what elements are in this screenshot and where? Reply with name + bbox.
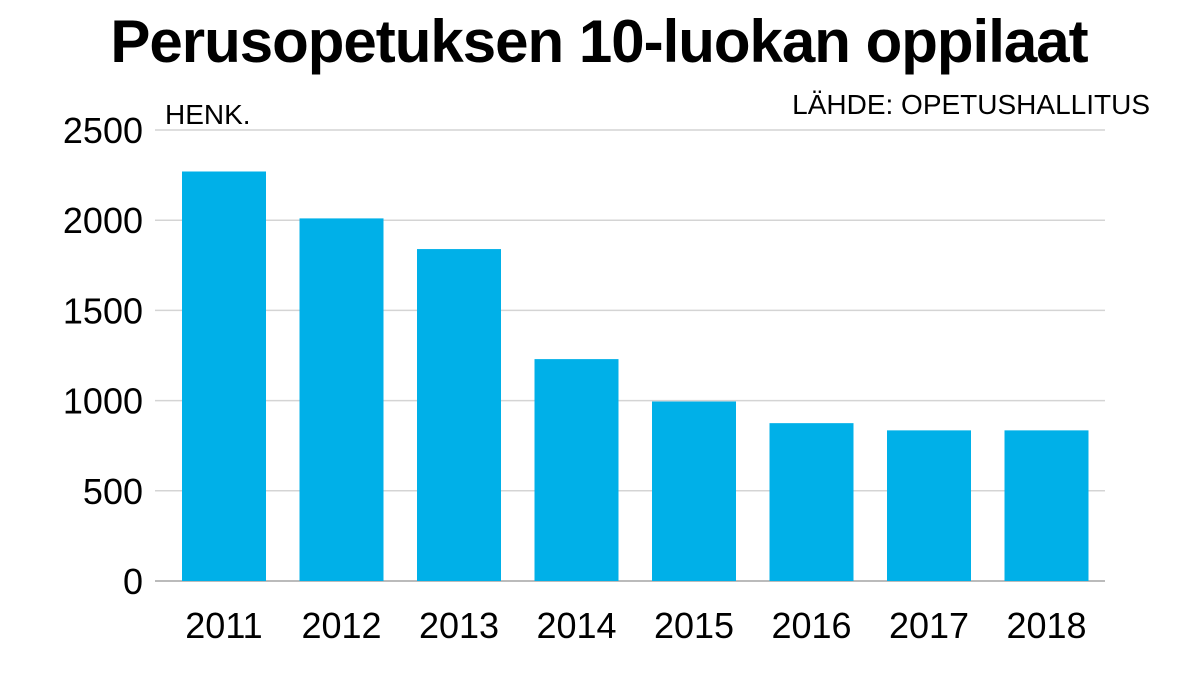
y-tick-label: 0 <box>123 561 143 602</box>
chart-title: Perusopetuksen 10-luokan oppilaat <box>110 8 1088 75</box>
bar-2015 <box>652 401 736 581</box>
y-tick-label: 500 <box>83 471 143 512</box>
x-tick-label: 2018 <box>1006 605 1086 646</box>
bars <box>182 171 1089 581</box>
source-label: LÄHDE: OPETUSHALLITUS <box>792 89 1150 120</box>
bar-2017 <box>887 430 971 581</box>
bar-2013 <box>417 249 501 581</box>
x-axis-tick-labels: 2011 2012 2013 2014 2015 2016 2017 2018 <box>185 605 1086 646</box>
bar-2012 <box>299 218 384 581</box>
y-tick-label: 2000 <box>63 200 143 241</box>
x-tick-label: 2014 <box>536 605 616 646</box>
x-tick-label: 2012 <box>301 605 381 646</box>
x-tick-label: 2013 <box>419 605 499 646</box>
x-tick-label: 2011 <box>185 605 262 646</box>
x-tick-label: 2016 <box>771 605 851 646</box>
y-tick-label: 1500 <box>63 290 143 331</box>
y-tick-label: 2500 <box>63 110 143 151</box>
y-axis-unit-label: HENK. <box>165 99 251 130</box>
bar-2016 <box>769 423 854 581</box>
bar-2018 <box>1004 430 1089 581</box>
y-axis-tick-labels: 0 500 1000 1500 2000 2500 <box>63 110 143 602</box>
y-tick-label: 1000 <box>63 381 143 422</box>
x-tick-label: 2017 <box>889 605 969 646</box>
bar-2011 <box>182 171 266 581</box>
x-tick-label: 2015 <box>654 605 734 646</box>
bar-2014 <box>534 359 619 581</box>
